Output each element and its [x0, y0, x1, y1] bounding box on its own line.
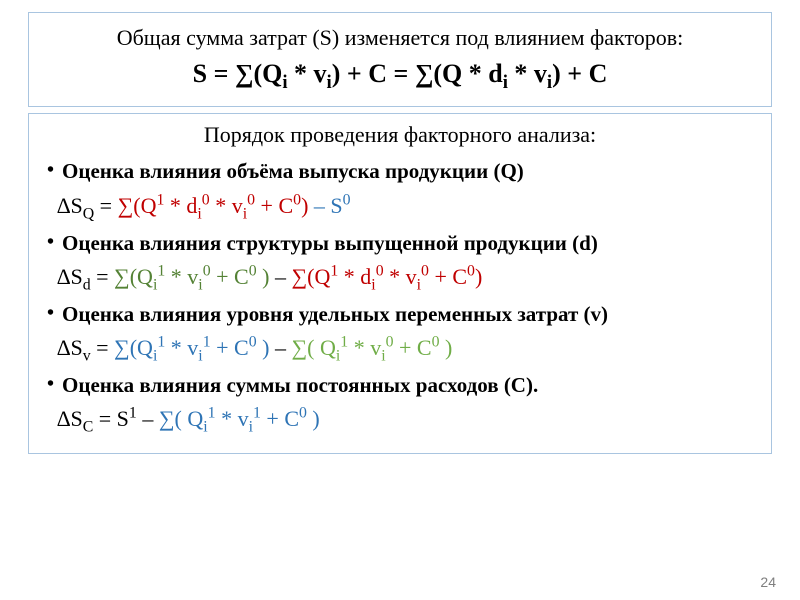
bullet-text: Оценка влияния суммы постоянных расходов… — [62, 372, 538, 398]
txt: ) + C = — [332, 59, 415, 88]
bullet-text: Оценка влияния структуры выпущенной прод… — [62, 230, 598, 256]
txt: * d — [338, 264, 371, 289]
header-title: Общая сумма затрат (S) изменяется под вл… — [47, 23, 753, 53]
txt: (Q — [133, 193, 156, 218]
txt: – — [269, 335, 291, 360]
sigma: ∑ — [114, 335, 130, 360]
sup: 0 — [202, 191, 210, 208]
sup: 0 — [432, 334, 440, 351]
bullet-dot: • — [47, 301, 54, 326]
sigma: ∑ — [159, 406, 175, 431]
bullet-dot: • — [47, 372, 54, 397]
formula-v: ∆Sv = ∑(Qi1 * vi1 + C0 ) – ∑( Qi1 * vi0 … — [57, 331, 753, 364]
body-box: Порядок проведения факторного анализа: •… — [28, 113, 772, 454]
sup: 0 — [386, 334, 394, 351]
formula-c: ∆SC = S1 – ∑( Qi1 * vi1 + C0 ) — [57, 402, 753, 435]
sup: 0 — [247, 191, 255, 208]
sup: 0 — [299, 405, 307, 422]
txt: ) — [257, 335, 270, 360]
txt: * v — [288, 59, 327, 88]
sup: 0 — [467, 263, 475, 280]
txt: * v — [508, 59, 547, 88]
bullet-d: • Оценка влияния структуры выпущенной пр… — [47, 230, 753, 256]
txt: ( Q — [175, 406, 204, 431]
txt: S = — [193, 59, 235, 88]
bullet-q: • Оценка влияния объёма выпуска продукци… — [47, 158, 753, 184]
txt: ) — [440, 335, 453, 360]
txt: = S — [93, 406, 129, 431]
bullet-text: Оценка влияния уровня удельных переменны… — [62, 301, 608, 327]
txt: + C — [261, 406, 299, 431]
sigma: ∑ — [291, 335, 307, 360]
sup: 0 — [203, 263, 211, 280]
sup: 1 — [129, 405, 137, 422]
txt: + C — [211, 264, 249, 289]
bullet-c: • Оценка влияния суммы постоянных расход… — [47, 372, 753, 398]
txt: * v — [210, 193, 243, 218]
sup: 1 — [203, 334, 211, 351]
txt: = — [91, 335, 114, 360]
txt: – — [269, 264, 291, 289]
sup: 0 — [376, 263, 384, 280]
txt: ) — [307, 406, 320, 431]
sup: 1 — [253, 405, 261, 422]
sup: 1 — [340, 334, 348, 351]
sigma: ∑ — [235, 59, 254, 88]
txt: = — [91, 264, 114, 289]
txt: * v — [165, 335, 198, 360]
txt: * v — [216, 406, 249, 431]
bullet-v: • Оценка влияния уровня удельных перемен… — [47, 301, 753, 327]
sup: 0 — [421, 263, 429, 280]
sub: C — [83, 419, 94, 436]
txt: (Q — [130, 335, 153, 360]
txt: ∆S — [57, 264, 83, 289]
txt: ∆S — [57, 406, 83, 431]
txt: (Q — [130, 264, 153, 289]
txt: = — [94, 193, 117, 218]
sigma: ∑ — [415, 59, 434, 88]
txt: * d — [164, 193, 197, 218]
bullet-dot: • — [47, 158, 54, 183]
sup: 0 — [249, 263, 257, 280]
body-title: Порядок проведения факторного анализа: — [47, 122, 753, 148]
bullet-text: Оценка влияния объёма выпуска продукции … — [62, 158, 524, 184]
sigma: ∑ — [118, 193, 134, 218]
txt: * v — [384, 264, 417, 289]
txt: + C — [255, 193, 293, 218]
sup: 0 — [343, 191, 351, 208]
header-box: Общая сумма затрат (S) изменяется под вл… — [28, 12, 772, 107]
txt: + C — [211, 335, 249, 360]
sub: v — [83, 348, 91, 365]
txt: ) — [257, 264, 270, 289]
txt: – — [137, 406, 159, 431]
sub: d — [83, 276, 91, 293]
sigma: ∑ — [291, 264, 307, 289]
bullet-dot: • — [47, 230, 54, 255]
formula-q: ∆SQ = ∑(Q1 * di0 * vi0 + C0) – S0 — [57, 189, 753, 222]
txt: ∆S — [57, 193, 83, 218]
txt: – S — [308, 193, 342, 218]
txt: ( Q — [307, 335, 336, 360]
txt: (Q — [253, 59, 282, 88]
txt: + C — [429, 264, 467, 289]
page-number: 24 — [760, 574, 776, 590]
sup: 1 — [208, 405, 216, 422]
sub: Q — [83, 205, 94, 222]
txt: (Q — [307, 264, 330, 289]
header-formula: S = ∑(Qi * vi) + C = ∑(Q * di * vi) + C — [47, 57, 753, 91]
txt: (Q * d — [433, 59, 502, 88]
sigma: ∑ — [114, 264, 130, 289]
txt: ) — [475, 264, 482, 289]
formula-d: ∆Sd = ∑(Qi1 * vi0 + C0 ) – ∑(Q1 * di0 * … — [57, 260, 753, 293]
sup: 0 — [249, 334, 257, 351]
sup: 0 — [293, 191, 301, 208]
txt: + C — [394, 335, 432, 360]
txt: ) + C — [552, 59, 607, 88]
txt: ∆S — [57, 335, 83, 360]
txt: * v — [348, 335, 381, 360]
txt: * v — [165, 264, 198, 289]
